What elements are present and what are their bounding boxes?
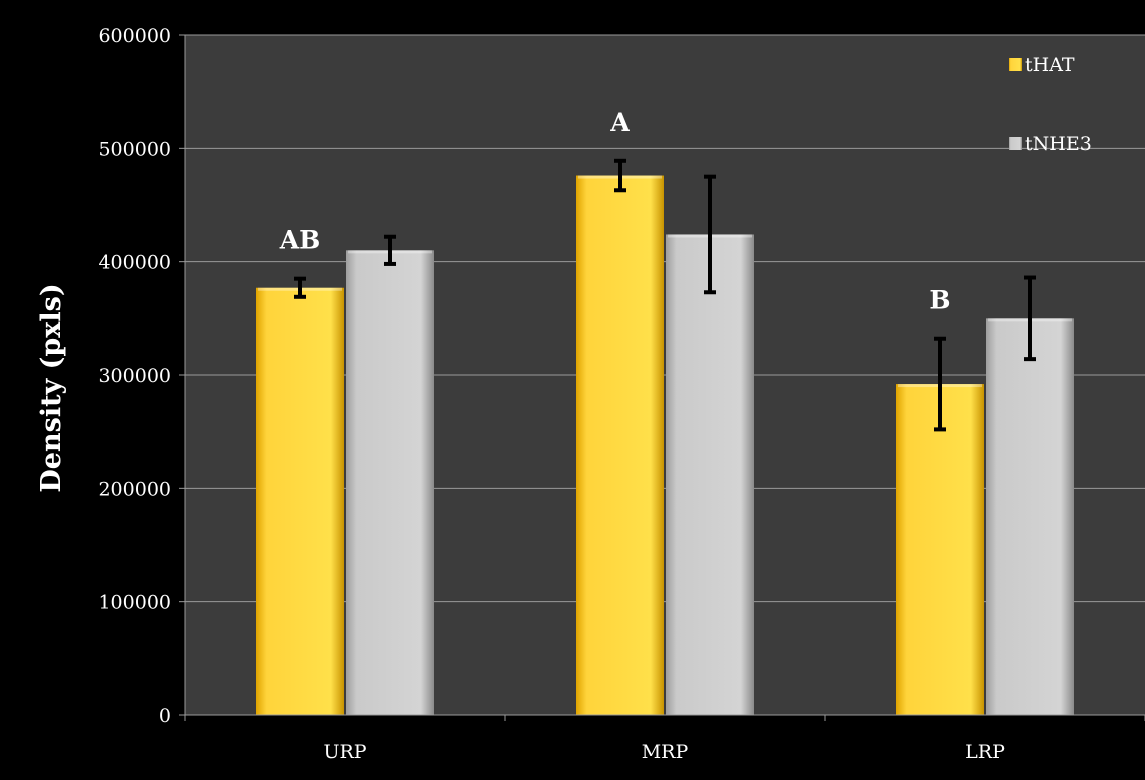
x-tick-label: MRP <box>642 741 689 763</box>
y-tick-label: 0 <box>159 705 171 727</box>
bar-tHAT-MRP <box>576 175 664 716</box>
legend-label-tHAT: tHAT <box>1025 54 1075 76</box>
gridlines <box>185 34 1145 603</box>
legend-swatch-tNHE3 <box>1009 137 1022 150</box>
legend: tHAT tNHE3 <box>1009 54 1092 155</box>
bar-tHAT-URP <box>256 287 344 715</box>
y-tick-label: 200000 <box>98 478 171 500</box>
bar-tHAT-LRP <box>896 384 984 715</box>
y-tick-label: 600000 <box>98 25 171 47</box>
y-tick-label: 500000 <box>98 138 171 160</box>
y-tick-label: 300000 <box>98 365 171 387</box>
error-bars <box>294 158 1036 432</box>
bar-tNHE3-MRP <box>666 234 754 715</box>
bar-tNHE3-URP <box>346 250 434 716</box>
significance-label: B <box>929 286 950 315</box>
y-axis-label: Density (pxls) <box>36 283 67 492</box>
bar-tNHE3-LRP <box>986 318 1074 715</box>
significance-label: A <box>609 108 630 137</box>
y-tick-label: 100000 <box>98 592 171 614</box>
x-tick-label: URP <box>323 741 366 763</box>
axes <box>179 34 1145 721</box>
x-tick-label: LRP <box>965 741 1005 763</box>
labels: 0 100000 200000 300000 400000 500000 600000 URP… <box>98 25 1005 763</box>
bars <box>256 175 1074 716</box>
legend-label-tNHE3: tNHE3 <box>1025 133 1092 155</box>
legend-swatch-tHAT <box>1009 58 1022 71</box>
y-tick-label: 400000 <box>98 252 171 274</box>
significance-label: AB <box>279 226 321 255</box>
